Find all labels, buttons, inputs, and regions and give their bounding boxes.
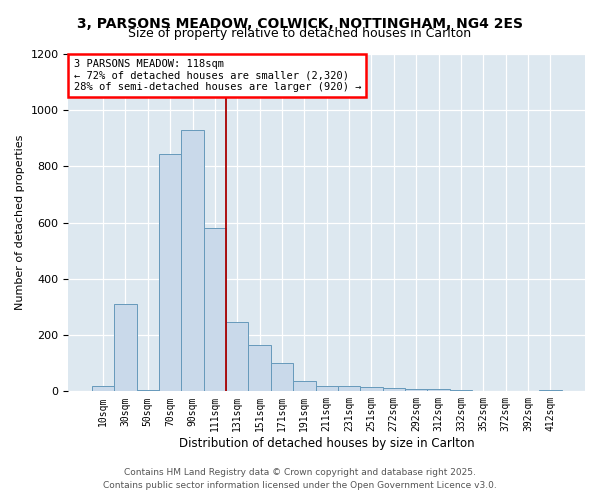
Text: 3, PARSONS MEADOW, COLWICK, NOTTINGHAM, NG4 2ES: 3, PARSONS MEADOW, COLWICK, NOTTINGHAM, … [77, 18, 523, 32]
Bar [427, 388, 450, 392]
Bar [181, 130, 204, 392]
Bar [450, 390, 472, 392]
Bar [204, 228, 226, 392]
Text: 3 PARSONS MEADOW: 118sqm
← 72% of detached houses are smaller (2,320)
28% of sem: 3 PARSONS MEADOW: 118sqm ← 72% of detach… [74, 59, 361, 92]
X-axis label: Distribution of detached houses by size in Carlton: Distribution of detached houses by size … [179, 437, 475, 450]
Bar [360, 388, 383, 392]
Bar [338, 386, 360, 392]
Bar [92, 386, 114, 392]
Bar [159, 154, 181, 392]
Bar [383, 388, 405, 392]
Bar [293, 382, 316, 392]
Bar [316, 386, 338, 392]
Text: Size of property relative to detached houses in Carlton: Size of property relative to detached ho… [128, 28, 472, 40]
Bar [137, 390, 159, 392]
Bar [248, 345, 271, 392]
Bar [539, 390, 562, 392]
Bar [271, 363, 293, 392]
Bar [226, 322, 248, 392]
Bar [114, 304, 137, 392]
Y-axis label: Number of detached properties: Number of detached properties [15, 135, 25, 310]
Text: Contains HM Land Registry data © Crown copyright and database right 2025.
Contai: Contains HM Land Registry data © Crown c… [103, 468, 497, 489]
Bar [405, 389, 427, 392]
